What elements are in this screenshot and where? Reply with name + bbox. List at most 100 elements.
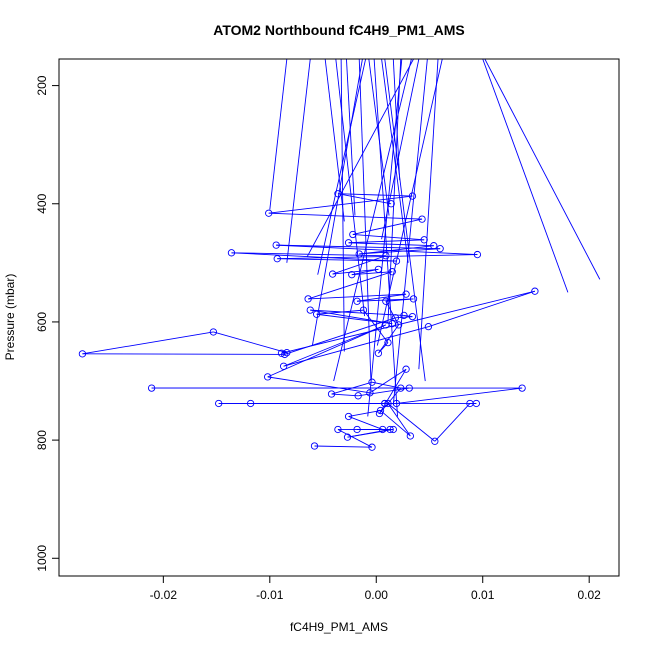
data-point xyxy=(402,290,410,298)
series-segment xyxy=(307,271,393,300)
series-segment xyxy=(395,316,413,319)
series-segment-offscale xyxy=(484,59,601,280)
series-segment xyxy=(310,309,393,325)
series-segment xyxy=(357,293,407,302)
data-point xyxy=(472,399,480,408)
data-point xyxy=(349,230,357,239)
y-tick-label: 200 xyxy=(35,75,49,95)
series-segment xyxy=(332,268,379,275)
data-point xyxy=(394,321,403,329)
data-point xyxy=(386,425,394,434)
series-segment xyxy=(348,242,434,247)
series-segment-offscale xyxy=(286,59,311,263)
data-point xyxy=(366,389,374,397)
plot-area xyxy=(58,58,620,577)
data-point xyxy=(328,270,337,278)
series-segment xyxy=(316,309,364,315)
data-point xyxy=(327,390,336,398)
data-point xyxy=(273,255,281,263)
data-point xyxy=(391,314,400,322)
data-point xyxy=(387,200,395,208)
series-segment xyxy=(337,193,392,205)
series-segment-offscale xyxy=(373,59,399,417)
series-segment xyxy=(348,239,425,244)
series-segment-offscale xyxy=(317,59,367,275)
x-tick-label: -0.01 xyxy=(256,588,284,602)
data-point xyxy=(344,412,353,421)
data-point xyxy=(473,250,482,259)
series-layer xyxy=(78,59,601,451)
series-segment-offscale xyxy=(306,59,414,258)
series-segment xyxy=(82,331,214,355)
data-point xyxy=(147,384,156,392)
series-segment xyxy=(331,393,359,397)
y-tick-label: 400 xyxy=(35,193,49,213)
data-point xyxy=(405,384,413,392)
series-segment-offscale xyxy=(384,59,426,382)
series-segment-offscale xyxy=(482,59,569,293)
series-segment xyxy=(428,290,536,328)
series-segment xyxy=(403,314,413,318)
y-tick-label: 800 xyxy=(35,430,49,450)
data-point xyxy=(374,349,383,357)
x-axis: -0.02 -0.01 0.00 0.01 0.02 xyxy=(150,575,601,602)
data-point xyxy=(436,245,444,253)
series-segment-offscale xyxy=(333,59,412,382)
series-segment xyxy=(267,324,387,378)
data-point xyxy=(348,271,356,279)
series-segment xyxy=(352,234,425,241)
series-segment xyxy=(316,313,393,325)
series-segment xyxy=(267,376,370,394)
series-segment-offscale xyxy=(358,59,372,382)
data-point xyxy=(408,192,417,200)
x-axis-label: fC4H9_PM1_AMS xyxy=(290,620,388,634)
series-segment xyxy=(379,368,407,414)
data-point xyxy=(343,433,352,441)
series-segment-offscale xyxy=(346,59,356,216)
series-segment xyxy=(359,245,434,255)
series-segment xyxy=(351,271,393,276)
data-point xyxy=(531,287,539,295)
data-point xyxy=(215,399,223,408)
series-segment xyxy=(314,445,373,448)
data-point xyxy=(310,442,319,450)
data-point xyxy=(408,312,417,321)
series-segment-offscale xyxy=(392,59,428,405)
series-segment xyxy=(337,193,413,197)
data-point xyxy=(375,409,384,418)
data-point xyxy=(306,306,314,314)
series-segment xyxy=(277,254,478,260)
data-point xyxy=(382,252,390,260)
series-segment xyxy=(359,248,441,255)
data-point xyxy=(78,350,87,358)
series-segment-offscale xyxy=(418,59,439,370)
data-point xyxy=(409,295,418,303)
data-point xyxy=(272,241,280,249)
data-point xyxy=(265,209,273,217)
y-tick-label: 600 xyxy=(35,312,49,332)
data-point xyxy=(397,384,405,392)
series-segment xyxy=(231,252,397,262)
series-segment xyxy=(268,212,423,220)
series-segment xyxy=(387,403,436,442)
series-segment-offscale xyxy=(311,59,363,346)
data-point xyxy=(384,338,392,347)
series-segment xyxy=(277,258,397,262)
series-segment xyxy=(283,326,429,367)
series-segment xyxy=(332,255,386,275)
data-point xyxy=(430,242,438,250)
series-segment xyxy=(371,381,401,389)
x-tick-label: -0.02 xyxy=(150,588,178,602)
data-point xyxy=(334,425,342,434)
data-point xyxy=(389,425,397,434)
series-segment xyxy=(363,309,389,343)
data-point xyxy=(227,249,236,257)
series-segment xyxy=(331,381,373,395)
data-point xyxy=(283,349,291,357)
data-point xyxy=(359,306,368,314)
data-point xyxy=(353,297,361,305)
data-point xyxy=(355,250,363,258)
data-point xyxy=(381,399,389,408)
series-segment-offscale xyxy=(387,59,402,322)
